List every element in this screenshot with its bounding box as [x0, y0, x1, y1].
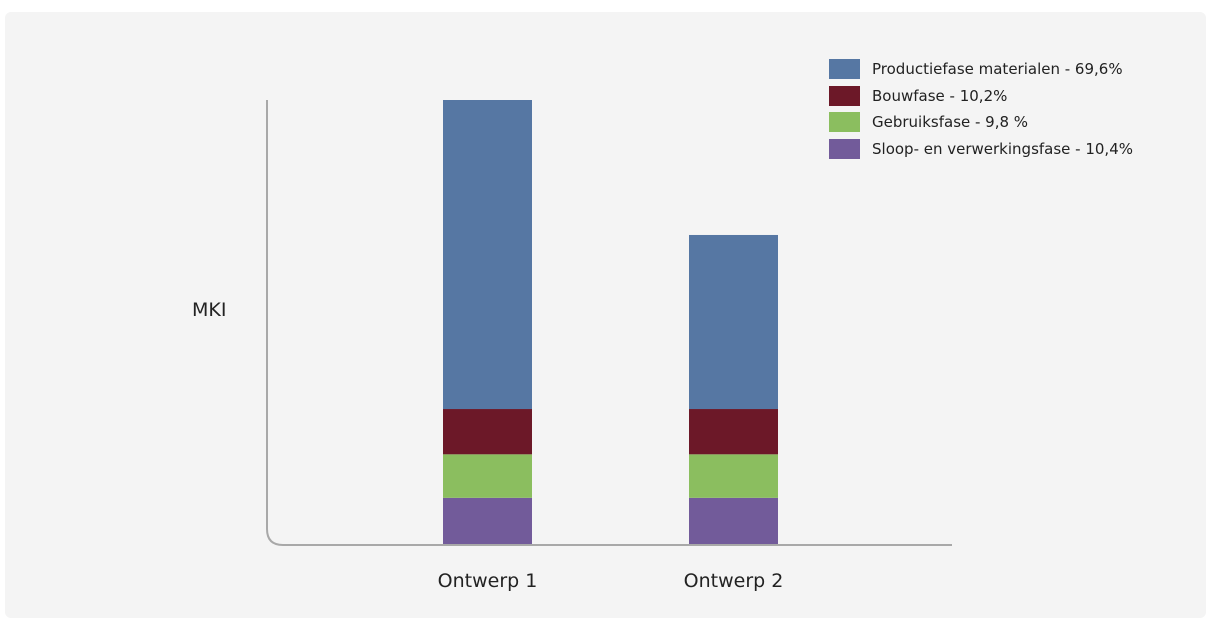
chart-panel: [5, 12, 1206, 618]
legend-label: Productiefase materialen - 69,6%: [872, 60, 1123, 78]
x-tick-label: Ontwerp 2: [683, 570, 784, 592]
legend-item: Bouwfase - 10,2%: [829, 85, 1133, 106]
bars-group: [443, 100, 778, 544]
legend: Productiefase materialen - 69,6% Bouwfase…: [829, 59, 1133, 165]
legend-label: Gebruiksfase - 9,8 %: [872, 113, 1029, 131]
legend-swatch: [829, 85, 860, 106]
legend-swatch: [829, 112, 860, 132]
legend-item: Sloop- en verwerkingsfase - 10,4%: [829, 138, 1133, 159]
legend-swatch: [829, 59, 860, 79]
x-tick-label: Ontwerp 1: [437, 570, 538, 592]
legend-swatch: [829, 138, 860, 159]
legend-item: Gebruiksfase - 9,8 %: [829, 112, 1133, 132]
legend-item: Productiefase materialen - 69,6%: [829, 59, 1133, 79]
bar-segment-2-3: [689, 409, 778, 455]
bar-segment-2-2: [689, 454, 778, 498]
bar-segment-1-1: [443, 497, 532, 544]
bar-segment-1-3: [443, 409, 532, 455]
bar-segment-1-2: [443, 454, 532, 498]
legend-label: Sloop- en verwerkingsfase - 10,4%: [872, 139, 1133, 158]
bar-segment-2-4: [689, 234, 778, 410]
axis-line: [266, 100, 952, 546]
bar-segment-2-1: [689, 497, 778, 544]
legend-label: Bouwfase - 10,2%: [872, 86, 1008, 105]
bar-segment-1-4: [443, 100, 532, 410]
y-axis-label: MKI: [192, 299, 227, 321]
